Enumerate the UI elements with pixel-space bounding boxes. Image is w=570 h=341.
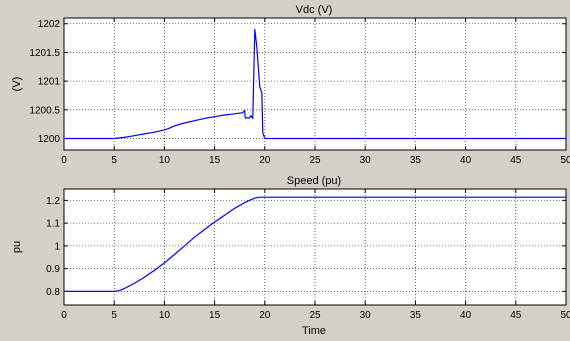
speed-x-tick-label: 0 xyxy=(61,310,67,321)
speed-x-tick-label: 50 xyxy=(560,310,570,321)
speed-y-tick-label: 0.9 xyxy=(46,264,60,275)
vdc-x-tick-label: 50 xyxy=(560,155,570,166)
speed-series-line xyxy=(64,196,566,292)
vdc-x-tick-label: 40 xyxy=(460,155,472,166)
speed-x-axis-label: Time xyxy=(302,325,326,337)
vdc-series xyxy=(64,28,566,140)
vdc-x-tick-label: 0 xyxy=(61,155,67,166)
speed-y-axis-label: pu xyxy=(11,241,23,253)
vdc-y-tick-label: 1200.5 xyxy=(29,105,60,116)
vdc-chart-title: Vdc (V) xyxy=(296,4,333,16)
vdc-chart-panel: Vdc (V) 0 5 10 15 20 25 30 35 40 45 50 1200 1200.5 1… xyxy=(11,4,570,166)
speed-y-ticks: 0.8 0.9 1 1.1 1.2 xyxy=(46,196,566,298)
speed-y-tick-label: 1.2 xyxy=(46,196,60,207)
vdc-x-tick-label: 25 xyxy=(309,155,321,166)
vdc-x-tick-label: 20 xyxy=(259,155,271,166)
speed-x-tick-label: 15 xyxy=(209,310,221,321)
speed-x-tick-label: 5 xyxy=(111,310,117,321)
vdc-y-tick-label: 1200 xyxy=(38,134,61,145)
vdc-x-tick-label: 15 xyxy=(209,155,221,166)
vdc-y-tick-label: 1202 xyxy=(38,19,61,30)
vdc-x-tick-label: 35 xyxy=(410,155,422,166)
vdc-y-tick-label: 1201.5 xyxy=(29,48,60,59)
vdc-x-tick-label: 10 xyxy=(159,155,171,166)
vdc-x-tick-label: 45 xyxy=(510,155,522,166)
speed-x-tick-label: 25 xyxy=(309,310,321,321)
speed-x-tick-label: 20 xyxy=(259,310,271,321)
vdc-x-tick-label: 30 xyxy=(360,155,372,166)
speed-chart-panel: Speed (pu) 0 5 10 15 20 25 30 35 40 45 50 0.8 0.9 1 1… xyxy=(11,175,570,337)
speed-y-tick-label: 1 xyxy=(54,241,60,252)
vdc-series-line xyxy=(64,28,566,140)
speed-y-tick-label: 0.8 xyxy=(46,287,60,298)
speed-y-tick-label: 1.1 xyxy=(46,219,60,230)
vdc-x-ticks: 0 5 10 15 20 25 30 35 40 45 50 xyxy=(61,18,570,166)
vdc-y-tick-label: 1201 xyxy=(38,77,61,88)
vdc-y-axis-label: (V) xyxy=(11,77,23,92)
vdc-x-tick-label: 5 xyxy=(111,155,117,166)
speed-x-tick-label: 45 xyxy=(510,310,522,321)
speed-series xyxy=(64,196,566,292)
vdc-grid xyxy=(64,18,566,150)
speed-x-tick-label: 40 xyxy=(460,310,472,321)
speed-grid xyxy=(64,189,566,305)
speed-x-tick-label: 35 xyxy=(410,310,422,321)
speed-x-tick-label: 10 xyxy=(159,310,171,321)
speed-x-tick-label: 30 xyxy=(360,310,372,321)
speed-chart-title: Speed (pu) xyxy=(287,175,341,187)
speed-x-ticks: 0 5 10 15 20 25 30 35 40 45 50 xyxy=(61,189,570,321)
